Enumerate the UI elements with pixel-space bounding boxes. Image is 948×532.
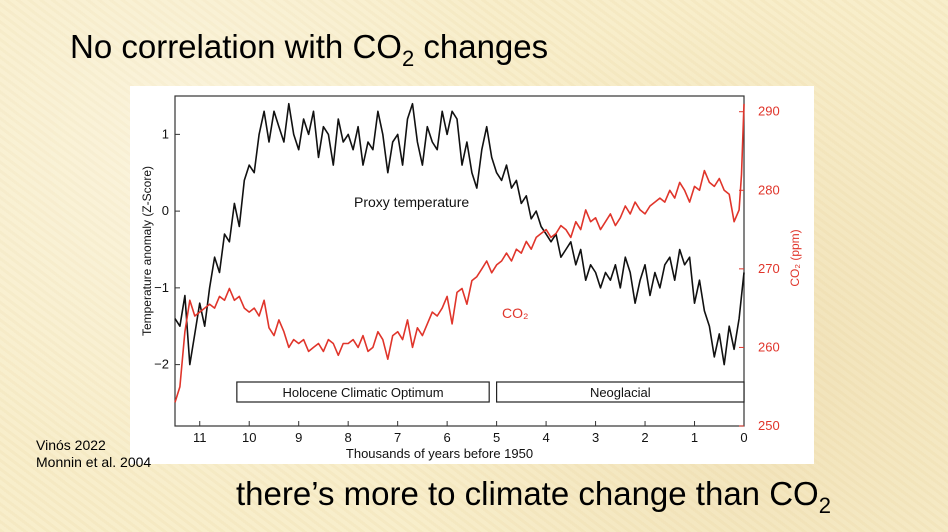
- bottom-caption: there’s more to climate change than CO2: [236, 475, 831, 518]
- x-tick-label: 0: [740, 430, 747, 445]
- x-tick-label: 7: [394, 430, 401, 445]
- slide-title-subscript: 2: [401, 46, 415, 71]
- y-left-tick-label: −2: [154, 357, 169, 372]
- y-left-axis-title: Temperature anomaly (Z-Score): [140, 166, 154, 336]
- x-tick-label: 9: [295, 430, 302, 445]
- y-right-tick-label: 270: [758, 261, 780, 276]
- y-right-tick-label: 260: [758, 339, 780, 354]
- x-tick-label: 5: [493, 430, 500, 445]
- x-tick-label: 4: [542, 430, 549, 445]
- period-box: [236, 381, 490, 403]
- chart-panel: Holocene Climatic Optimum Neoglacial 11 10…: [130, 86, 814, 464]
- slide-title-tail: changes: [414, 28, 549, 65]
- co2-series-label: CO₂: [502, 305, 528, 321]
- citation-credits: Vinós 2022 Monnin et al. 2004: [36, 437, 151, 471]
- y-left-tick-label: −1: [154, 280, 169, 295]
- temperature-series-line: [174, 102, 745, 366]
- x-tick-label: 3: [592, 430, 599, 445]
- period-label: Holocene Climatic Optimum: [282, 385, 443, 400]
- chart: Holocene Climatic Optimum Neoglacial 11 10…: [140, 95, 802, 461]
- bottom-caption-text: there’s more to climate change than CO: [236, 475, 819, 512]
- period-label: Neoglacial: [590, 385, 651, 400]
- bottom-caption-subscript: 2: [818, 493, 831, 518]
- period-box: [496, 381, 745, 403]
- y-right-axis-title: CO₂ (ppm): [788, 229, 802, 286]
- y-left-tick-label: 1: [162, 126, 169, 141]
- y-left-tick-label: 0: [162, 203, 169, 218]
- x-tick-label: 2: [641, 430, 648, 445]
- plot-frame: [174, 95, 745, 427]
- y-right-tick-label: 250: [758, 418, 780, 433]
- y-right-tick-label: 290: [758, 104, 780, 119]
- credit-line: Vinós 2022: [36, 437, 106, 453]
- co2-series-line: [174, 103, 745, 403]
- x-axis-title: Thousands of years before 1950: [346, 446, 533, 461]
- temperature-series-label: Proxy temperature: [354, 194, 469, 210]
- y-right-tick-label: 280: [758, 182, 780, 197]
- x-tick-label: 8: [345, 430, 352, 445]
- slide-title-text: No correlation with CO: [70, 28, 402, 65]
- x-tick-label: 11: [193, 430, 207, 445]
- x-tick-label: 6: [444, 430, 451, 445]
- x-tick-label: 1: [691, 430, 698, 445]
- credit-line: Monnin et al. 2004: [36, 454, 152, 470]
- slide-title: No correlation with CO2 changes: [70, 28, 549, 71]
- x-tick-label: 10: [242, 430, 256, 445]
